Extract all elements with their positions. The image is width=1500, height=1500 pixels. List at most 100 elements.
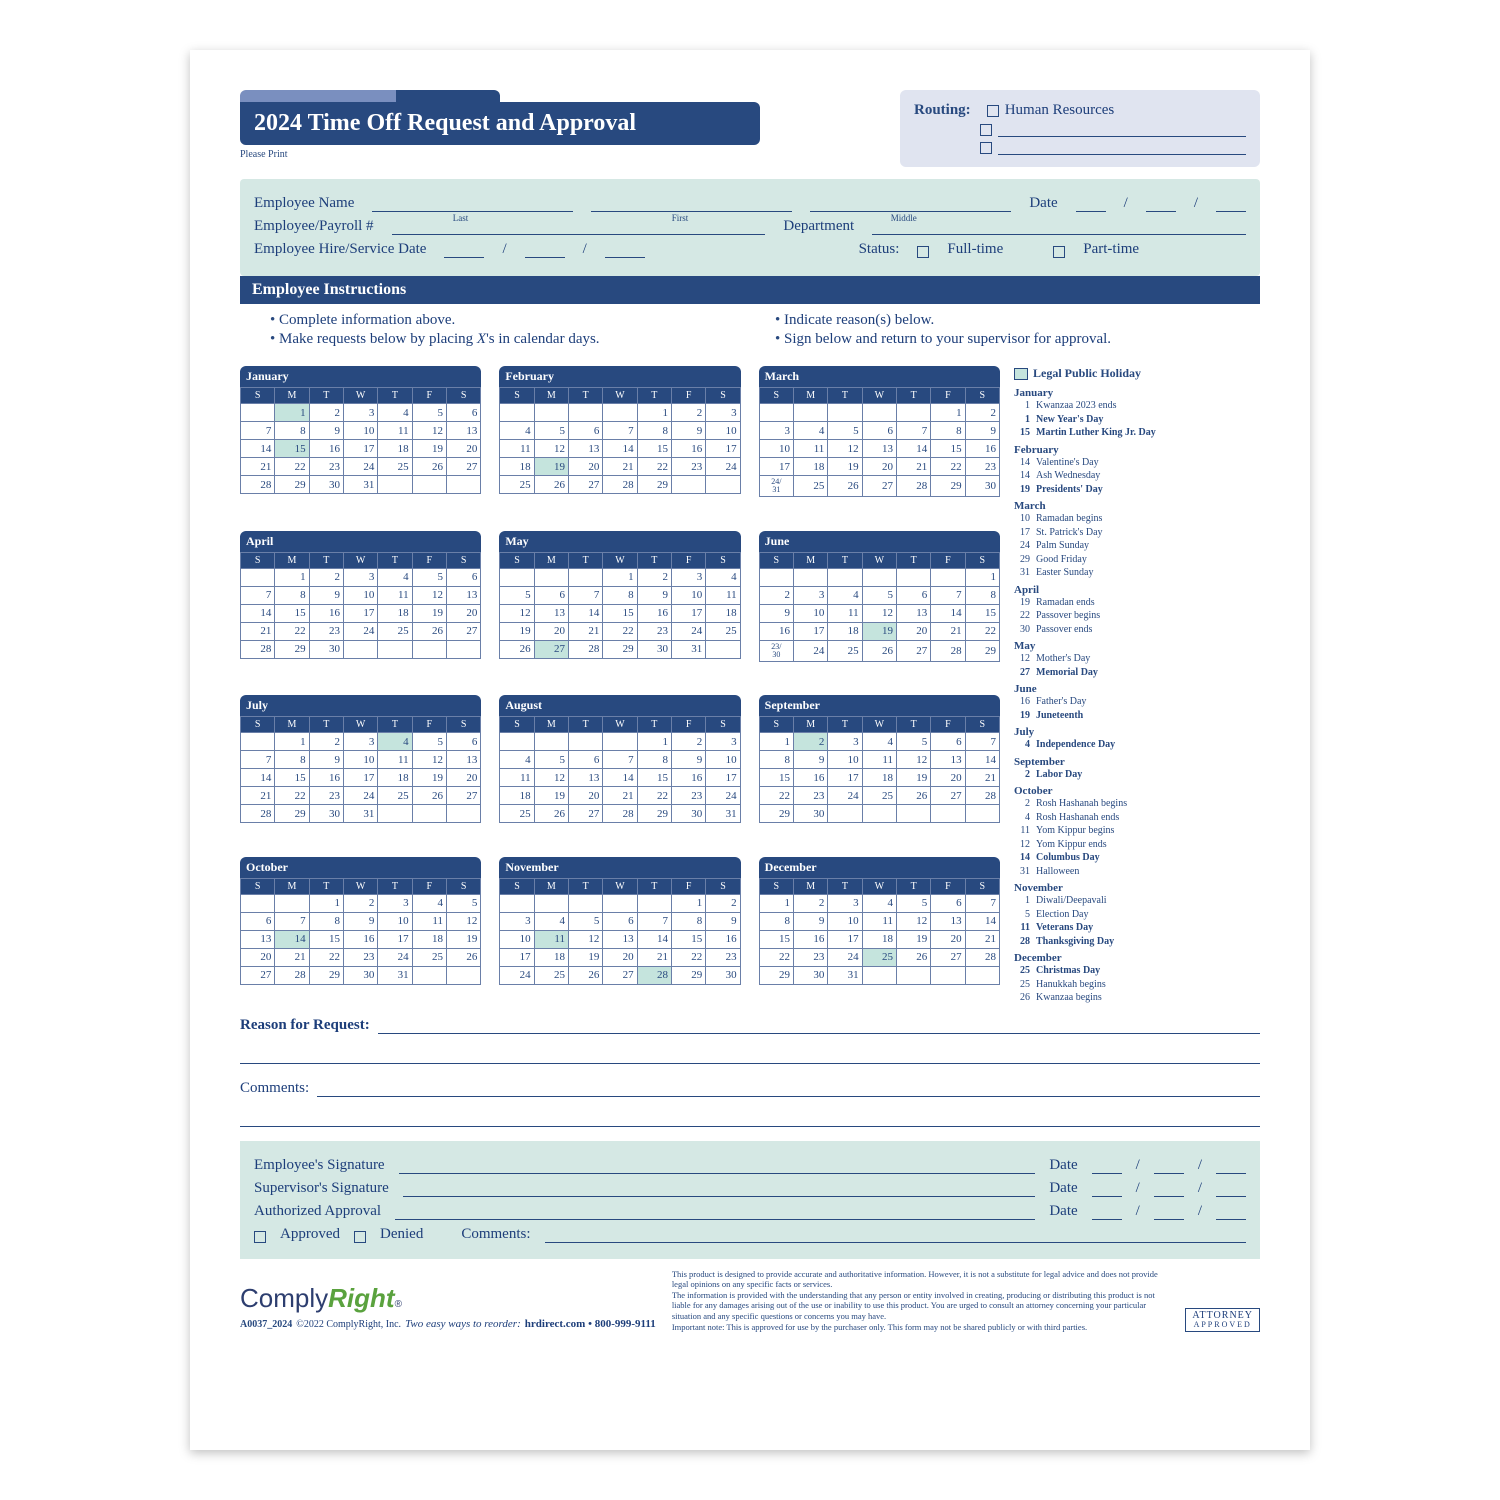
calendar-day[interactable]	[241, 568, 275, 586]
calendar-day[interactable]: 11	[828, 604, 862, 622]
calendar-day[interactable]: 18	[500, 458, 534, 476]
calendar-day[interactable]: 26	[896, 948, 930, 966]
calendar-day[interactable]: 15	[603, 604, 637, 622]
calendar-day[interactable]	[603, 733, 637, 751]
calendar-day[interactable]: 24	[500, 966, 534, 984]
calendar-day[interactable]: 4	[793, 422, 827, 440]
calendar-day[interactable]: 11	[500, 769, 534, 787]
calendar-day[interactable]: 28	[241, 640, 275, 658]
calendar-day[interactable]	[534, 404, 568, 422]
calendar-day[interactable]: 7	[241, 586, 275, 604]
calendar-day[interactable]: 7	[637, 912, 671, 930]
calendar-day[interactable]: 19	[534, 787, 568, 805]
calendar-day[interactable]: 27	[534, 640, 568, 658]
calendar-day[interactable]: 30	[309, 476, 343, 494]
calendar-day[interactable]: 24	[343, 622, 377, 640]
calendar-day[interactable]: 17	[343, 440, 377, 458]
calendar-day[interactable]: 23	[793, 948, 827, 966]
calendar-day[interactable]: 11	[793, 440, 827, 458]
calendar-day[interactable]	[568, 404, 602, 422]
calendar-day[interactable]: 5	[896, 733, 930, 751]
calendar-day[interactable]: 21	[603, 458, 637, 476]
calendar-day[interactable]: 6	[568, 422, 602, 440]
auth-field[interactable]	[395, 1219, 1035, 1220]
calendar-day[interactable]: 4	[862, 733, 896, 751]
calendar-day[interactable]: 24	[828, 787, 862, 805]
calendar-day[interactable]: 30	[793, 966, 827, 984]
calendar-day[interactable]: 10	[671, 586, 705, 604]
calendar-day[interactable]: 2	[671, 733, 705, 751]
calendar-day[interactable]	[965, 805, 999, 823]
calendar-day[interactable]: 18	[862, 769, 896, 787]
calendar-day[interactable]: 19	[896, 769, 930, 787]
calendar-day[interactable]: 28	[603, 805, 637, 823]
calendar-day[interactable]: 25	[378, 787, 412, 805]
calendar-day[interactable]: 9	[309, 586, 343, 604]
sup-sig-field[interactable]	[403, 1196, 1036, 1197]
calendar-day[interactable]: 12	[446, 912, 480, 930]
calendar-day[interactable]: 30	[706, 966, 740, 984]
calendar-day[interactable]: 28	[931, 640, 965, 661]
calendar-day[interactable]: 3	[500, 912, 534, 930]
calendar-day[interactable]: 24	[378, 948, 412, 966]
calendar-day[interactable]: 26	[828, 476, 862, 497]
calendar-day[interactable]	[500, 733, 534, 751]
calendar-day[interactable]: 16	[793, 769, 827, 787]
calendar-day[interactable]: 1	[671, 894, 705, 912]
calendar-day[interactable]: 17	[793, 622, 827, 640]
calendar-day[interactable]: 11	[500, 440, 534, 458]
calendar-day[interactable]: 26	[896, 787, 930, 805]
calendar-day[interactable]: 18	[706, 604, 740, 622]
calendar-day[interactable]	[931, 805, 965, 823]
calendar-day[interactable]: 13	[446, 586, 480, 604]
calendar-day[interactable]: 11	[862, 751, 896, 769]
calendar-day[interactable]: 6	[446, 568, 480, 586]
calendar-day[interactable]	[603, 894, 637, 912]
calendar-day[interactable]: 19	[412, 440, 446, 458]
calendar-day[interactable]: 25	[706, 622, 740, 640]
calendar-day[interactable]	[862, 404, 896, 422]
calendar-day[interactable]: 12	[828, 440, 862, 458]
calendar-day[interactable]: 10	[793, 604, 827, 622]
calendar-day[interactable]: 9	[965, 422, 999, 440]
hire-y[interactable]	[605, 257, 645, 258]
calendar-day[interactable]: 10	[500, 930, 534, 948]
calendar-day[interactable]: 30	[343, 966, 377, 984]
calendar-day[interactable]: 26	[534, 805, 568, 823]
calendar-day[interactable]: 30	[309, 640, 343, 658]
calendar-day[interactable]: 27	[241, 966, 275, 984]
calendar-day[interactable]: 9	[309, 751, 343, 769]
calendar-day[interactable]: 22	[637, 458, 671, 476]
calendar-day[interactable]	[828, 404, 862, 422]
calendar-day[interactable]: 13	[862, 440, 896, 458]
calendar-day[interactable]: 3	[378, 894, 412, 912]
calendar-day[interactable]: 23	[309, 458, 343, 476]
calendar-day[interactable]: 8	[637, 751, 671, 769]
calendar-day[interactable]: 10	[343, 751, 377, 769]
calendar-day[interactable]: 7	[603, 422, 637, 440]
calendar-day[interactable]: 13	[446, 751, 480, 769]
calendar-day[interactable]: 14	[965, 751, 999, 769]
calendar-day[interactable]: 3	[828, 894, 862, 912]
calendar-day[interactable]: 20	[862, 458, 896, 476]
calendar-day[interactable]: 28	[603, 476, 637, 494]
calendar-day[interactable]: 9	[343, 912, 377, 930]
calendar-day[interactable]: 17	[706, 769, 740, 787]
calendar-day[interactable]: 10	[343, 422, 377, 440]
calendar-day[interactable]: 8	[275, 422, 309, 440]
calendar-day[interactable]: 15	[759, 930, 793, 948]
calendar-day[interactable]	[706, 640, 740, 658]
calendar-day[interactable]: 10	[759, 440, 793, 458]
calendar-day[interactable]: 7	[603, 751, 637, 769]
calendar-day[interactable]: 6	[241, 912, 275, 930]
calendar-day[interactable]: 8	[275, 751, 309, 769]
calendar-day[interactable]	[241, 404, 275, 422]
calendar-day[interactable]	[378, 805, 412, 823]
calendar-day[interactable]: 3	[759, 422, 793, 440]
calendar-day[interactable]: 8	[603, 586, 637, 604]
calendar-day[interactable]: 2	[671, 404, 705, 422]
calendar-day[interactable]: 21	[965, 769, 999, 787]
calendar-day[interactable]: 7	[965, 733, 999, 751]
calendar-day[interactable]: 23	[637, 622, 671, 640]
calendar-day[interactable]: 17	[500, 948, 534, 966]
